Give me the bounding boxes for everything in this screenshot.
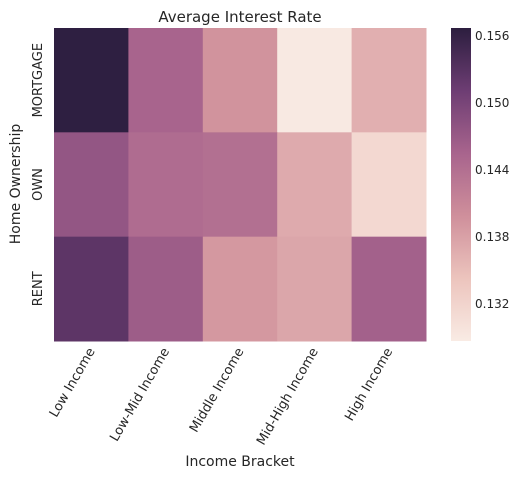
x-tick-labels: Low Income Low-Mid Income Middle Income Mid… [47, 346, 396, 448]
y-tick-label: RENT [31, 271, 46, 306]
heatmap-cell [277, 236, 353, 342]
x-tick-label: Low-Mid Income [107, 346, 173, 445]
colorbar-tick-label: 0.144 [475, 163, 509, 177]
colorbar-tick-label: 0.138 [475, 230, 509, 244]
colorbar [451, 28, 471, 341]
colorbar-tick-label: 0.156 [475, 29, 509, 43]
heatmap-cell [277, 132, 353, 238]
heatmap-cell [128, 132, 204, 238]
heatmap-cell [128, 28, 204, 133]
heatmap-cell [202, 28, 278, 133]
heatmap-cells [54, 28, 427, 342]
heatmap-cell [54, 236, 129, 342]
y-axis-label: Home Ownership [8, 124, 24, 245]
x-tick-label: Mid-High Income [254, 346, 322, 448]
heatmap-cell [54, 132, 129, 238]
y-tick-labels: MORTGAGE OWN RENT [31, 43, 46, 306]
heatmap-cell [351, 28, 427, 133]
chart-title: Average Interest Rate [158, 8, 321, 26]
x-tick-label: Low Income [47, 346, 99, 421]
heatmap-cell [277, 28, 353, 133]
heatmap-cell [351, 236, 427, 342]
heatmap-cell [128, 236, 204, 342]
heatmap-cell [351, 132, 427, 238]
x-axis-label: Income Bracket [185, 454, 295, 470]
heatmap-cell [202, 236, 278, 342]
colorbar-tick-label: 0.150 [475, 96, 509, 110]
x-tick-label: High Income [342, 346, 396, 424]
x-tick-label: Middle Income [187, 346, 247, 436]
y-tick-label: OWN [31, 168, 46, 201]
colorbar-ticks: 0.132 0.138 0.144 0.150 0.156 [475, 29, 509, 311]
heatmap-cell [54, 28, 129, 133]
heatmap-cell [202, 132, 278, 238]
y-tick-label: MORTGAGE [31, 43, 46, 118]
colorbar-tick-label: 0.132 [475, 297, 509, 311]
